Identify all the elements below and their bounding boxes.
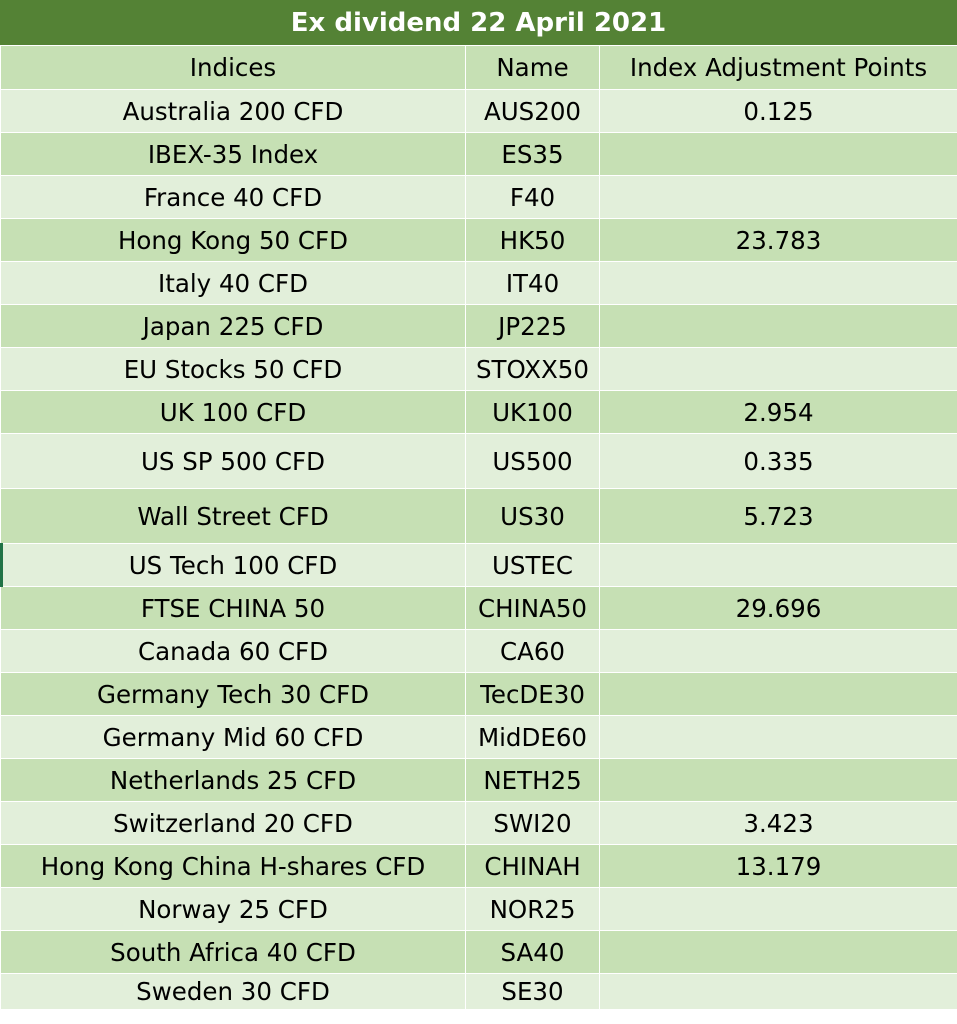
table-row: Germany Tech 30 CFD TecDE30 <box>0 672 957 716</box>
table-row: Australia 200 CFD AUS200 0.125 <box>0 89 957 133</box>
cell-name[interactable]: CHINAH <box>465 844 600 888</box>
table-row: Hong Kong China H-shares CFD CHINAH 13.179 <box>0 844 957 888</box>
cell-index[interactable]: Canada 60 CFD <box>0 629 466 673</box>
table-row: Germany Mid 60 CFD MidDE60 <box>0 715 957 759</box>
table-row: IBEX-35 Index ES35 <box>0 132 957 176</box>
table-row: France 40 CFD F40 <box>0 175 957 219</box>
cell-points[interactable] <box>599 304 957 348</box>
cell-index[interactable]: EU Stocks 50 CFD <box>0 347 466 391</box>
cell-name[interactable]: US500 <box>465 433 600 489</box>
header-points[interactable]: Index Adjustment Points <box>599 45 957 90</box>
cell-points[interactable]: 0.335 <box>599 433 957 489</box>
table-row: South Africa 40 CFD SA40 <box>0 930 957 974</box>
table-row: US SP 500 CFD US500 0.335 <box>0 433 957 489</box>
table-row: Switzerland 20 CFD SWI20 3.423 <box>0 801 957 845</box>
cell-name[interactable]: SE30 <box>465 973 600 1010</box>
table-row: Japan 225 CFD JP225 <box>0 304 957 348</box>
active-cell-marker <box>0 543 3 587</box>
cell-points[interactable]: 3.423 <box>599 801 957 845</box>
cell-name[interactable]: SA40 <box>465 930 600 974</box>
cell-name[interactable]: MidDE60 <box>465 715 600 759</box>
table-row: Sweden 30 CFD SE30 <box>0 973 957 1010</box>
cell-name[interactable]: USTEC <box>465 543 600 587</box>
header-name[interactable]: Name <box>465 45 600 90</box>
cell-index[interactable]: Germany Tech 30 CFD <box>0 672 466 716</box>
cell-points[interactable] <box>599 629 957 673</box>
cell-points[interactable] <box>599 347 957 391</box>
table-row: FTSE CHINA 50 CHINA50 29.696 <box>0 586 957 630</box>
cell-name[interactable]: TecDE30 <box>465 672 600 716</box>
cell-points[interactable] <box>599 715 957 759</box>
cell-index[interactable]: Netherlands 25 CFD <box>0 758 466 802</box>
cell-points[interactable]: 29.696 <box>599 586 957 630</box>
table-row: Canada 60 CFD CA60 <box>0 629 957 673</box>
cell-index[interactable]: Italy 40 CFD <box>0 261 466 305</box>
header-indices[interactable]: Indices <box>0 45 466 90</box>
sheet-title[interactable]: Ex dividend 22 April 2021 <box>0 0 957 45</box>
table-row: Hong Kong 50 CFD HK50 23.783 <box>0 218 957 262</box>
cell-name[interactable]: AUS200 <box>465 89 600 133</box>
table-row: UK 100 CFD UK100 2.954 <box>0 390 957 434</box>
cell-name[interactable]: US30 <box>465 488 600 544</box>
cell-points[interactable] <box>599 261 957 305</box>
cell-name[interactable]: HK50 <box>465 218 600 262</box>
cell-points[interactable] <box>599 758 957 802</box>
cell-name[interactable]: NOR25 <box>465 887 600 931</box>
cell-index[interactable]: Hong Kong 50 CFD <box>0 218 466 262</box>
cell-name[interactable]: IT40 <box>465 261 600 305</box>
table-row: Norway 25 CFD NOR25 <box>0 887 957 931</box>
cell-points[interactable]: 5.723 <box>599 488 957 544</box>
cell-name[interactable]: JP225 <box>465 304 600 348</box>
cell-index[interactable]: US SP 500 CFD <box>0 433 466 489</box>
cell-name[interactable]: NETH25 <box>465 758 600 802</box>
cell-index[interactable]: Norway 25 CFD <box>0 887 466 931</box>
cell-name[interactable]: ES35 <box>465 132 600 176</box>
cell-index[interactable]: Australia 200 CFD <box>0 89 466 133</box>
table-row: Netherlands 25 CFD NETH25 <box>0 758 957 802</box>
cell-points[interactable]: 23.783 <box>599 218 957 262</box>
dividend-table: Indices Name Index Adjustment Points Aus… <box>0 45 957 1010</box>
cell-index[interactable]: Wall Street CFD <box>0 488 466 544</box>
cell-name[interactable]: SWI20 <box>465 801 600 845</box>
cell-index[interactable]: IBEX-35 Index <box>0 132 466 176</box>
cell-points[interactable] <box>599 672 957 716</box>
cell-index[interactable]: Sweden 30 CFD <box>0 973 466 1010</box>
header-row: Indices Name Index Adjustment Points <box>0 45 957 90</box>
cell-name[interactable]: F40 <box>465 175 600 219</box>
cell-points[interactable] <box>599 543 957 587</box>
cell-name[interactable]: CHINA50 <box>465 586 600 630</box>
cell-index[interactable]: Japan 225 CFD <box>0 304 466 348</box>
cell-index[interactable]: France 40 CFD <box>0 175 466 219</box>
cell-points[interactable] <box>599 930 957 974</box>
cell-index[interactable]: US Tech 100 CFD <box>0 543 466 587</box>
cell-points[interactable]: 0.125 <box>599 89 957 133</box>
table-row: EU Stocks 50 CFD STOXX50 <box>0 347 957 391</box>
cell-name[interactable]: UK100 <box>465 390 600 434</box>
cell-points[interactable]: 13.179 <box>599 844 957 888</box>
cell-index[interactable]: UK 100 CFD <box>0 390 466 434</box>
cell-points[interactable]: 2.954 <box>599 390 957 434</box>
table-row: US Tech 100 CFD USTEC <box>0 543 957 587</box>
cell-index[interactable]: Hong Kong China H-shares CFD <box>0 844 466 888</box>
table-row: Wall Street CFD US30 5.723 <box>0 488 957 544</box>
cell-index[interactable]: Switzerland 20 CFD <box>0 801 466 845</box>
cell-name[interactable]: CA60 <box>465 629 600 673</box>
cell-points[interactable] <box>599 973 957 1010</box>
cell-index[interactable]: FTSE CHINA 50 <box>0 586 466 630</box>
cell-points[interactable] <box>599 132 957 176</box>
cell-name[interactable]: STOXX50 <box>465 347 600 391</box>
cell-points[interactable] <box>599 175 957 219</box>
cell-index[interactable]: Germany Mid 60 CFD <box>0 715 466 759</box>
cell-points[interactable] <box>599 887 957 931</box>
table-row: Italy 40 CFD IT40 <box>0 261 957 305</box>
cell-index[interactable]: South Africa 40 CFD <box>0 930 466 974</box>
